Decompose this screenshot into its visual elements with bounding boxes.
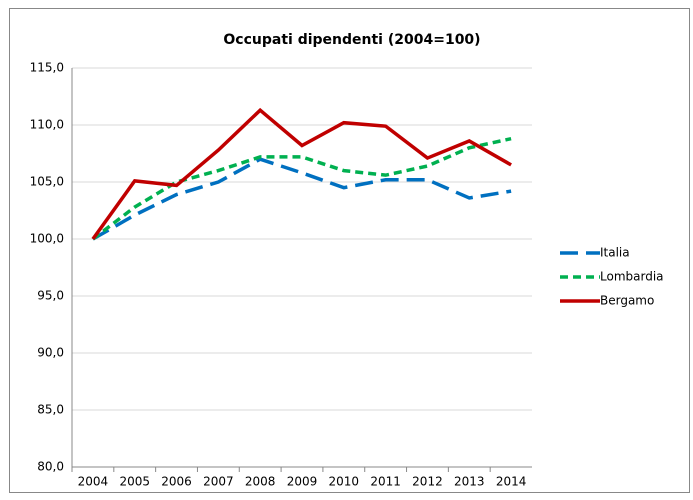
y-tick-label: 80,0 xyxy=(37,460,64,474)
legend-label: Lombardia xyxy=(600,270,664,284)
x-tick-label: 2010 xyxy=(329,475,360,489)
y-tick-label: 115,0 xyxy=(30,61,64,75)
x-tick-label: 2005 xyxy=(119,475,150,489)
y-tick-label: 100,0 xyxy=(30,232,64,246)
y-tick-label: 110,0 xyxy=(30,118,64,132)
series-line xyxy=(92,157,512,241)
y-tick-label: 90,0 xyxy=(37,346,64,360)
x-tick-label: 2006 xyxy=(161,475,192,489)
legend-label: Italia xyxy=(600,246,630,260)
series-line xyxy=(91,107,512,241)
x-tick-label: 2004 xyxy=(78,475,109,489)
x-tick-label: 2009 xyxy=(287,475,318,489)
x-tick-label: 2008 xyxy=(245,475,276,489)
y-tick-label: 85,0 xyxy=(37,403,64,417)
legend-label: Bergamo xyxy=(600,294,654,308)
chart-frame xyxy=(9,8,690,493)
x-tick-label: 2013 xyxy=(454,475,485,489)
y-tick-label: 105,0 xyxy=(30,175,64,189)
y-tick-label: 95,0 xyxy=(37,289,64,303)
x-tick-label: 2012 xyxy=(412,475,443,489)
series-line xyxy=(91,136,512,241)
chart-title: Occupati dipendenti (2004=100) xyxy=(223,32,480,48)
x-tick-label: 2014 xyxy=(496,475,527,489)
x-tick-label: 2011 xyxy=(370,475,401,489)
x-tick-label: 2007 xyxy=(203,475,234,489)
